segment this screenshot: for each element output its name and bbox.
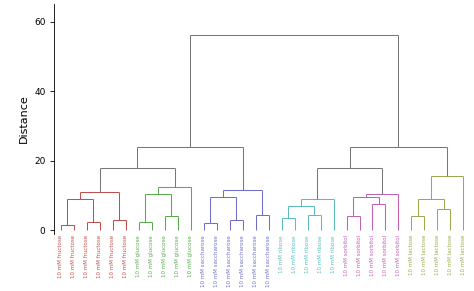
Y-axis label: Distance: Distance <box>18 95 28 143</box>
